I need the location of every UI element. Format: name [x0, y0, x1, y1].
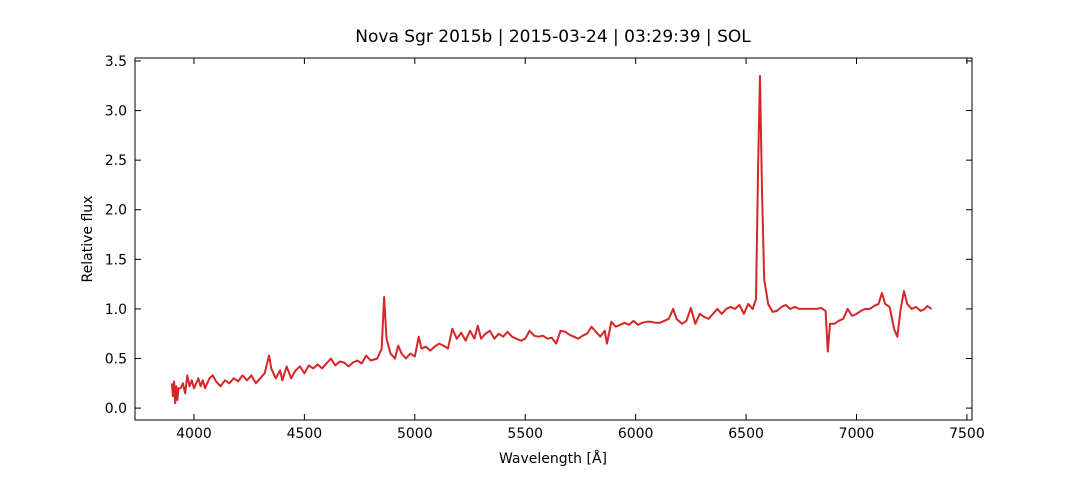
y-tick-label: 0.0	[105, 401, 127, 417]
x-tick-label: 4000	[176, 426, 212, 442]
x-axis-label: Wavelength [Å]	[499, 450, 607, 467]
y-tick-label: 3.5	[105, 54, 127, 70]
plot-frame	[134, 57, 973, 421]
x-tick-label: 4500	[287, 426, 323, 442]
x-tick-label: 7500	[949, 426, 985, 442]
y-tick-label: 2.5	[105, 153, 127, 169]
spectrum-line	[170, 74, 933, 405]
x-tick-label: 5500	[507, 426, 543, 442]
chart-title: Nova Sgr 2015b | 2015-03-24 | 03:29:39 |…	[355, 27, 751, 47]
y-tick-label: 2.0	[105, 203, 127, 219]
x-tick-label: 6500	[728, 426, 764, 442]
y-tick-label: 0.5	[105, 352, 127, 368]
x-tick-label: 7000	[839, 426, 875, 442]
x-tick-label: 5000	[397, 426, 433, 442]
y-axis-label: Relative flux	[80, 196, 96, 283]
y-tick-label: 1.5	[105, 252, 127, 268]
x-tick-label: 6000	[618, 426, 654, 442]
y-tick-label: 1.0	[105, 302, 127, 318]
y-tick-label: 3.0	[105, 104, 127, 120]
